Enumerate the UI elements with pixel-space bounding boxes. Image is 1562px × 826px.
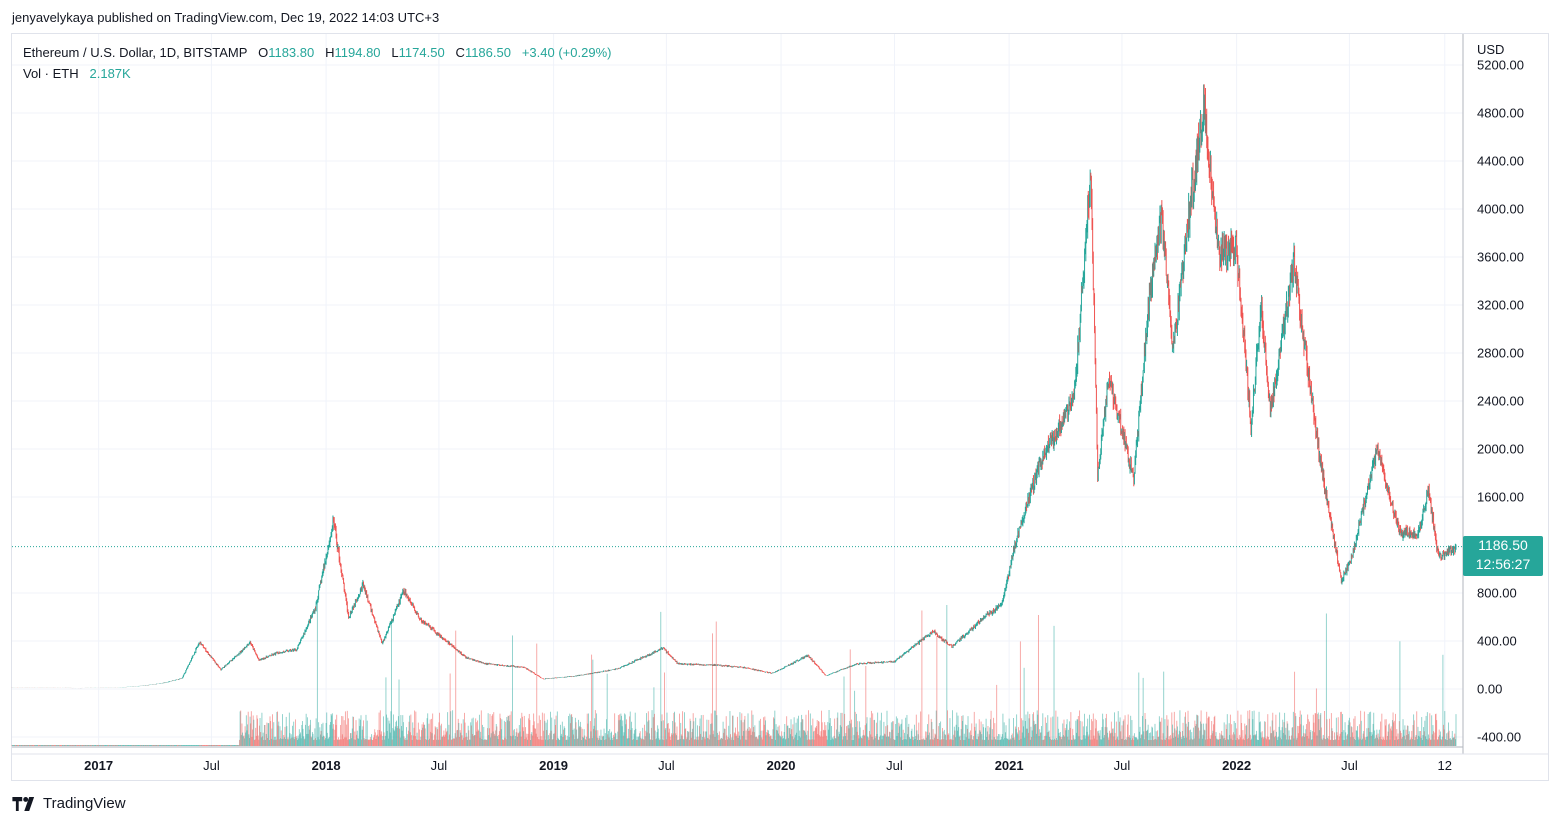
publication-byline: jenyavelykaya published on TradingView.c… [12, 10, 440, 25]
open-value: 1183.80 [268, 45, 315, 60]
symbol-legend: Ethereum / U.S. Dollar, 1D, BITSTAMP O11… [23, 45, 611, 60]
price-tick-label: 1600.00 [1477, 490, 1524, 505]
tradingview-logo-icon [12, 796, 35, 811]
time-tick-label: 2018 [312, 758, 341, 773]
price-tick-label: 800.00 [1477, 586, 1517, 601]
time-tick-label: Jul [658, 758, 675, 773]
chart-pane[interactable] [11, 33, 1549, 781]
time-tick-label: 2019 [539, 758, 568, 773]
time-tick-label: Jul [431, 758, 448, 773]
price-tick-label: 2000.00 [1477, 442, 1524, 457]
bar-countdown: 12:56:27 [1475, 556, 1531, 572]
price-tick-label: 2400.00 [1477, 394, 1524, 409]
time-tick-label: Jul [1114, 758, 1131, 773]
time-tick-label: Jul [203, 758, 220, 773]
price-tick-label: 4800.00 [1477, 106, 1524, 121]
volume-bars [11, 598, 1457, 746]
volume-value: 2.187K [89, 66, 131, 81]
high-value: 1194.80 [334, 45, 381, 60]
price-tick-label: 3600.00 [1477, 250, 1524, 265]
close-value: 1186.50 [464, 45, 511, 60]
last-price-value: 1186.50 [1478, 537, 1528, 553]
time-axis[interactable]: 2017 Jul 2018 Jul 2019 Jul 2020 Jul 2021 Jul 2022 J… [84, 758, 1452, 773]
time-tick-label: Jul [886, 758, 903, 773]
low-value: 1174.50 [398, 45, 445, 60]
time-tick-label: 2017 [84, 758, 113, 773]
tradingview-brand[interactable]: TradingView [12, 795, 126, 812]
price-tick-label: 400.00 [1477, 634, 1517, 649]
last-price-tag: 1186.50 12:56:27 [1463, 536, 1543, 576]
price-tick-label: -400.00 [1477, 730, 1521, 745]
price-tick-label: 0.00 [1477, 682, 1502, 697]
price-tick-label: 4000.00 [1477, 202, 1524, 217]
time-tick-label: 12 [1438, 758, 1452, 773]
volume-legend: Vol · ETH 2.187K [23, 66, 131, 81]
currency-label[interactable]: USD [1477, 42, 1505, 57]
candlesticks [11, 84, 1457, 689]
open-label: O [258, 45, 269, 60]
volume-label[interactable]: Vol · ETH [23, 66, 79, 81]
high-label: H [325, 45, 335, 60]
close-label: C [455, 45, 465, 60]
change-value: +3.40 (+0.29%) [521, 45, 612, 60]
price-tick-label: 5200.00 [1477, 58, 1524, 73]
price-tick-label: 4400.00 [1477, 154, 1524, 169]
price-tick-label: 3200.00 [1477, 298, 1524, 313]
price-tick-label: 2800.00 [1477, 346, 1524, 361]
low-label: L [391, 45, 399, 60]
chart-grid [12, 34, 1463, 747]
time-tick-label: 2022 [1222, 758, 1251, 773]
time-tick-label: 2021 [995, 758, 1024, 773]
symbol-title[interactable]: Ethereum / U.S. Dollar, 1D, BITSTAMP [23, 45, 248, 60]
time-tick-label: Jul [1341, 758, 1358, 773]
time-tick-label: 2020 [767, 758, 796, 773]
brand-name: TradingView [43, 795, 126, 812]
price-axis[interactable]: 5200.00 4800.00 4400.00 4000.00 3600.00 3200.… [1477, 58, 1524, 745]
